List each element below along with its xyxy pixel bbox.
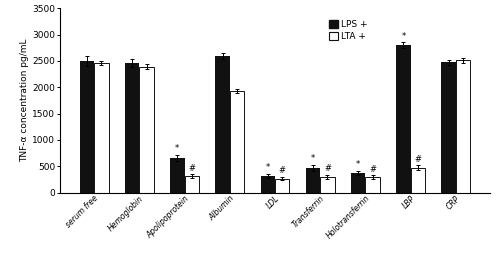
Text: #: # [369,164,376,174]
Bar [442,62,456,192]
Bar [260,176,275,192]
Text: *: * [266,163,270,172]
Text: *: * [311,154,315,163]
Bar [396,45,410,192]
Bar [230,91,244,192]
Text: *: * [356,160,360,169]
Bar [170,158,184,192]
Bar [306,168,320,192]
Bar [94,63,108,192]
Text: *: * [175,144,180,153]
Text: #: # [414,155,422,164]
Text: #: # [324,164,331,173]
Bar [366,177,380,192]
Legend: LPS +, LTA +: LPS +, LTA + [325,16,372,45]
Text: *: * [402,32,406,41]
Bar [125,63,140,192]
Y-axis label: TNF-α concentration pg/mL: TNF-α concentration pg/mL [20,39,30,162]
Bar [351,173,366,192]
Bar [140,67,153,192]
Bar [456,60,470,192]
Bar [216,56,230,192]
Bar [275,178,289,192]
Text: #: # [278,166,285,175]
Bar [184,176,199,192]
Bar [80,61,94,192]
Text: #: # [188,164,196,173]
Bar [410,168,425,192]
Bar [320,177,334,192]
